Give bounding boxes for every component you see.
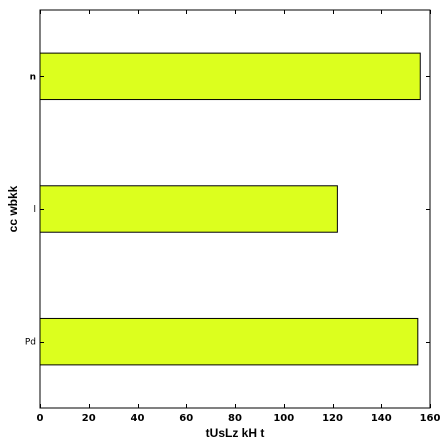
x-tick-label-140: 140	[371, 413, 392, 424]
y-tick-label-Pd: Pd	[25, 338, 36, 348]
x-tick-label-160: 160	[420, 413, 441, 424]
bar-l	[39, 185, 338, 233]
bar-Pd	[39, 317, 419, 366]
x-tick-label-120: 120	[322, 413, 343, 424]
x-tick-label-20: 20	[82, 413, 96, 424]
y-tick-label-l: l	[33, 205, 36, 215]
x-tick-label-60: 60	[179, 413, 193, 424]
x-tick-label-80: 80	[228, 413, 242, 424]
x-tick-label-40: 40	[131, 413, 145, 424]
ticks-layer: Pd l n 0 20 40 60 80 100 120 140 160	[25, 10, 441, 424]
bars-layer	[39, 52, 421, 366]
y-tick-label-n: n	[30, 72, 36, 82]
bar-n	[39, 52, 421, 101]
x-axis-title: tUsLz kH t	[206, 426, 265, 440]
x-tick-label-100: 100	[273, 413, 294, 424]
y-axis-title: cc wbkk	[6, 185, 20, 232]
x-tick-label-0: 0	[37, 413, 44, 424]
